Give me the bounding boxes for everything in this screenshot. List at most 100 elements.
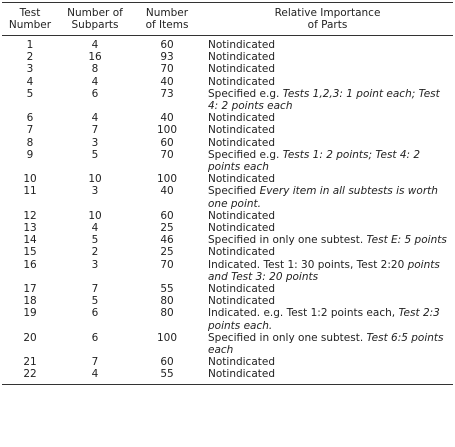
table-cell: 7 bbox=[26, 124, 34, 137]
table-cell: 80 bbox=[160, 295, 174, 308]
importance-text: Test E: 5 points bbox=[366, 234, 447, 247]
table-cell: 10 bbox=[88, 209, 102, 222]
header-text: of Items bbox=[145, 19, 189, 31]
importance-cell: Indicated. Test 1: 30 points, Test 2:20 … bbox=[202, 259, 453, 283]
table-row: 10 10 100 Notindicated bbox=[2, 173, 453, 185]
header-cell: Relative Importance of Parts bbox=[202, 2, 453, 36]
table-cell: 2 bbox=[91, 246, 99, 259]
importance-cell: Notindicated bbox=[202, 246, 453, 258]
header-cell: Number of Subparts bbox=[58, 2, 132, 36]
importance-cell: Notindicated bbox=[202, 36, 453, 52]
table-cell: 3 bbox=[26, 63, 34, 76]
table-cell: 21 bbox=[23, 356, 37, 369]
header-row: Test Number Number of Subparts Number of Item… bbox=[2, 2, 453, 36]
importance-text: points and Test 3: 20 points bbox=[208, 258, 440, 283]
importance-text: Notindicated bbox=[208, 283, 275, 296]
importance-cell: Notindicated bbox=[202, 112, 453, 124]
table-cell: 40 bbox=[160, 185, 174, 198]
table-row: 22 4 55 Notindicated bbox=[2, 368, 453, 385]
importance-text: Specified e.g. bbox=[208, 148, 283, 161]
importance-cell: Notindicated bbox=[202, 368, 453, 385]
table-cell: 11 bbox=[23, 185, 37, 198]
table-row: 15 2 25 Notindicated bbox=[2, 246, 453, 258]
table-row: 2 16 93 Notindicated bbox=[2, 51, 453, 63]
importance-text: Notindicated bbox=[208, 246, 275, 259]
header-text: Number bbox=[145, 7, 189, 19]
table-cell: 7 bbox=[91, 124, 99, 137]
table-row: 4 4 40 Notindicated bbox=[2, 76, 453, 88]
importance-text: Notindicated bbox=[208, 295, 275, 308]
table-cell: 5 bbox=[91, 234, 99, 247]
table-cell: 5 bbox=[91, 295, 99, 308]
importance-text: Notindicated bbox=[208, 75, 275, 88]
table-cell: 16 bbox=[88, 51, 102, 64]
table-row: 3 8 70 Notindicated bbox=[2, 63, 453, 75]
table-cell: 7 bbox=[91, 283, 99, 296]
table-cell: 100 bbox=[156, 331, 178, 344]
table-cell: 7 bbox=[91, 356, 99, 369]
table-cell: 4 bbox=[91, 112, 99, 125]
table-cell: 3 bbox=[91, 185, 99, 198]
table-cell: 10 bbox=[23, 173, 37, 186]
header-text: Number bbox=[8, 19, 52, 31]
importance-text: Notindicated bbox=[208, 124, 275, 137]
table-cell: 6 bbox=[91, 307, 99, 320]
table-cell: 3 bbox=[91, 258, 99, 271]
importance-cell: Notindicated bbox=[202, 283, 453, 295]
importance-cell: Notindicated bbox=[202, 124, 453, 136]
table-cell: 60 bbox=[160, 39, 174, 51]
importance-cell: Notindicated bbox=[202, 210, 453, 222]
table-row: 16 3 70 Indicated. Test 1: 30 points, Test … bbox=[2, 259, 453, 283]
importance-text: Tests 1,2,3: 1 point each; Test 4: 2 poi… bbox=[208, 87, 440, 113]
table-row: 1 4 60 Notindicated bbox=[2, 36, 453, 52]
table-cell: 4 bbox=[91, 75, 99, 88]
table-row: 14 5 46 Specified in only one subtest. Test… bbox=[2, 234, 453, 246]
importance-cell: Notindicated bbox=[202, 63, 453, 75]
importance-text: Notindicated bbox=[208, 112, 275, 125]
table-row: 5 6 73 Specified e.g. Tests 1,2,3: 1 point … bbox=[2, 88, 453, 112]
table-cell: 6 bbox=[91, 87, 99, 100]
table-cell: 14 bbox=[23, 234, 37, 247]
header-text: Test bbox=[19, 7, 41, 19]
table-cell: 12 bbox=[23, 209, 37, 222]
table-cell: 1 bbox=[26, 39, 34, 51]
table-row: 11 3 40 Specified Every item in all subtest… bbox=[2, 185, 453, 209]
table-cell: 5 bbox=[91, 148, 99, 161]
table-cell: 100 bbox=[156, 173, 178, 186]
importance-cell: Indicated. e.g. Test 1:2 points each, Te… bbox=[202, 307, 453, 331]
table-cell: 4 bbox=[91, 222, 99, 235]
table-cell: 15 bbox=[23, 246, 37, 259]
table-cell: 60 bbox=[160, 136, 174, 149]
table-row: 18 5 80 Notindicated bbox=[2, 295, 453, 307]
table-row: 12 10 60 Notindicated bbox=[2, 210, 453, 222]
header-cell: Number of Items bbox=[132, 2, 202, 36]
importance-cell: Notindicated bbox=[202, 295, 453, 307]
table-cell: 55 bbox=[160, 283, 174, 296]
table-cell: 8 bbox=[26, 136, 34, 149]
importance-text: Test 2:3 points each. bbox=[208, 307, 440, 332]
importance-cell: Specified e.g. Tests 1: 2 points; Test 4… bbox=[202, 149, 453, 173]
table-cell: 4 bbox=[26, 75, 34, 88]
header-text: Relative Importance bbox=[274, 7, 381, 19]
importance-text: Notindicated bbox=[208, 136, 275, 149]
header-cell: Test Number bbox=[2, 2, 58, 36]
table-cell: 60 bbox=[160, 209, 174, 222]
table-cell: 9 bbox=[26, 148, 34, 161]
table-cell: 3 bbox=[91, 136, 99, 149]
table-cell: 18 bbox=[23, 295, 37, 308]
importance-text: Specified e.g. bbox=[208, 87, 283, 100]
table-cell: 20 bbox=[23, 331, 37, 344]
importance-text: Specified in only one subtest. bbox=[208, 331, 367, 344]
importance-cell: Notindicated bbox=[202, 222, 453, 234]
table-cell: 25 bbox=[160, 222, 174, 235]
table-row: 9 5 70 Specified e.g. Tests 1: 2 points; Te… bbox=[2, 149, 453, 173]
table-cell: 22 bbox=[2, 368, 58, 385]
table-cell: 10 bbox=[88, 173, 102, 186]
table-row: 13 4 25 Notindicated bbox=[2, 222, 453, 234]
importance-text: Every item in all subtests is worth one … bbox=[208, 185, 438, 210]
importance-text: Indicated. Test 1: 30 points, Test 2:20 bbox=[208, 258, 408, 271]
importance-cell: Notindicated bbox=[202, 51, 453, 63]
table-cell: 40 bbox=[160, 112, 174, 125]
importance-text: Test 6:5 points each bbox=[208, 331, 444, 357]
importance-cell: Specified Every item in all subtests is … bbox=[202, 185, 453, 209]
